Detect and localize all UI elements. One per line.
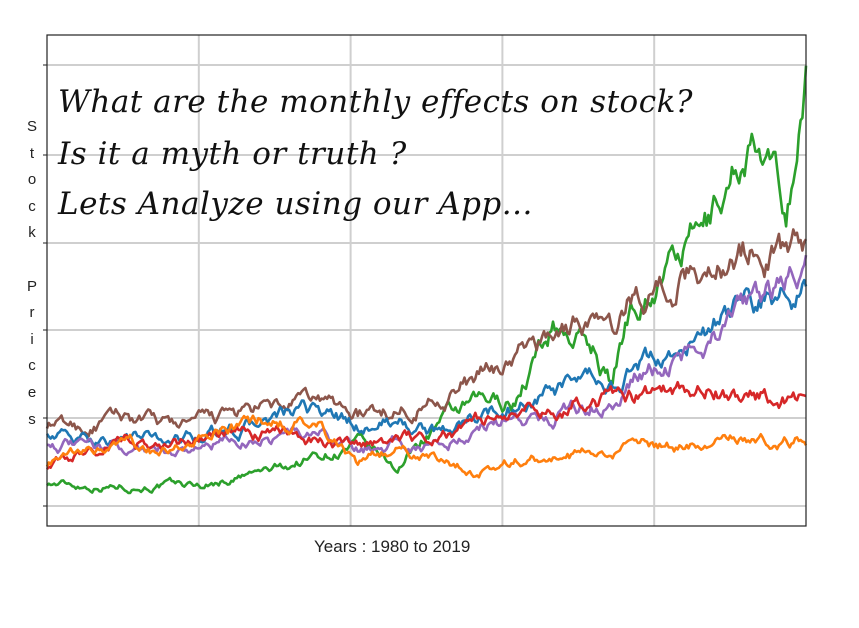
plot-frame: [46, 34, 807, 527]
y-axis-label-char: k: [28, 224, 36, 242]
overlay-question-line: What are the monthly effects on stock?: [58, 84, 693, 120]
series-line: [45, 414, 808, 479]
overlay-myth-line: Is it a myth or truth ?: [58, 136, 407, 172]
y-axis-label-char: t: [29, 144, 35, 162]
y-axis-label-char: e: [27, 383, 37, 401]
series-lines: [45, 65, 808, 495]
series-line: [45, 228, 808, 438]
y-axis-label-char: r: [29, 304, 35, 322]
grid-lines: [43, 35, 806, 526]
y-axis-label-char: o: [27, 171, 37, 189]
y-axis-label-char: s: [28, 410, 36, 428]
y-axis-label-char: i: [30, 330, 34, 348]
series-line: [45, 380, 807, 470]
series-line: [46, 65, 808, 495]
series-line: [46, 254, 808, 458]
overlay-analyze-line: Lets Analyze using our App...: [58, 186, 533, 222]
y-axis-label-char: P: [26, 277, 37, 295]
x-axis-label: Years : 1980 to 2019: [314, 537, 471, 556]
y-axis-label-char: S: [26, 118, 37, 135]
y-axis-label-char: [24, 247, 40, 274]
y-axis-label-char: c: [28, 357, 36, 375]
y-axis-label-char: c: [28, 197, 36, 215]
